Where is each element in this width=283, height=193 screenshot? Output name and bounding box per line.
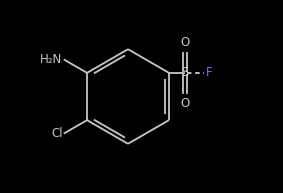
Text: S: S [182,66,189,79]
Text: O: O [181,36,190,49]
Text: F: F [206,66,212,79]
Text: O: O [181,96,190,110]
Text: H₂N: H₂N [40,53,63,66]
Text: Cl: Cl [51,127,63,140]
